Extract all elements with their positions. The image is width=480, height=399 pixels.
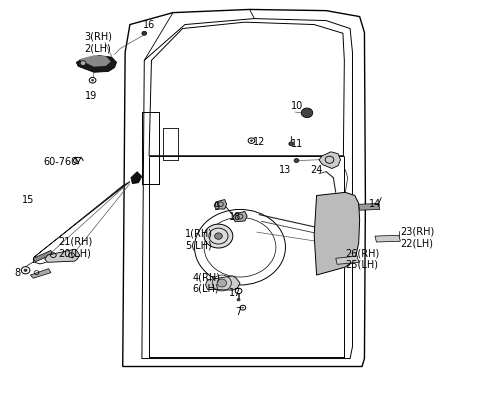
Circle shape xyxy=(142,31,147,35)
Polygon shape xyxy=(214,200,227,209)
Text: 24: 24 xyxy=(311,165,323,175)
Text: 13: 13 xyxy=(279,165,291,175)
Polygon shape xyxy=(131,172,142,184)
Text: 12: 12 xyxy=(253,137,265,147)
Text: 1(RH)
5(LH): 1(RH) 5(LH) xyxy=(185,229,213,250)
Circle shape xyxy=(215,233,222,239)
Text: 4(RH)
6(LH): 4(RH) 6(LH) xyxy=(192,272,220,294)
Polygon shape xyxy=(375,235,400,242)
Polygon shape xyxy=(314,192,360,275)
Circle shape xyxy=(250,140,253,142)
Polygon shape xyxy=(79,55,111,67)
Text: 18: 18 xyxy=(229,212,241,222)
Circle shape xyxy=(204,224,233,248)
Polygon shape xyxy=(34,182,130,257)
Text: 21(RH)
20(LH): 21(RH) 20(LH) xyxy=(58,237,92,258)
Polygon shape xyxy=(359,203,380,210)
Text: 26(RH)
25(LH): 26(RH) 25(LH) xyxy=(345,248,380,270)
Text: 60-760: 60-760 xyxy=(44,157,78,167)
Circle shape xyxy=(217,279,227,287)
Text: 16: 16 xyxy=(143,20,155,30)
Circle shape xyxy=(80,61,86,65)
Text: 14: 14 xyxy=(369,199,382,209)
Text: 11: 11 xyxy=(291,139,303,149)
Circle shape xyxy=(294,158,299,162)
Polygon shape xyxy=(76,55,117,72)
Text: 23(RH)
22(LH): 23(RH) 22(LH) xyxy=(400,227,434,248)
Text: 3(RH)
2(LH): 3(RH) 2(LH) xyxy=(84,32,112,53)
Text: 19: 19 xyxy=(84,91,97,101)
Polygon shape xyxy=(33,251,52,262)
Polygon shape xyxy=(233,211,247,222)
Polygon shape xyxy=(45,249,80,262)
Polygon shape xyxy=(319,152,340,168)
Circle shape xyxy=(237,298,240,301)
Circle shape xyxy=(91,79,94,81)
Circle shape xyxy=(289,142,294,146)
Circle shape xyxy=(24,269,27,272)
Text: 8: 8 xyxy=(14,268,21,278)
Text: 10: 10 xyxy=(291,101,303,111)
Text: 7: 7 xyxy=(235,306,241,317)
Polygon shape xyxy=(336,256,359,264)
Text: 17: 17 xyxy=(229,288,241,298)
Circle shape xyxy=(242,307,244,308)
Polygon shape xyxy=(205,276,240,290)
Circle shape xyxy=(301,108,313,118)
Text: 15: 15 xyxy=(22,194,35,205)
Polygon shape xyxy=(30,269,51,278)
Text: 9: 9 xyxy=(213,202,219,212)
